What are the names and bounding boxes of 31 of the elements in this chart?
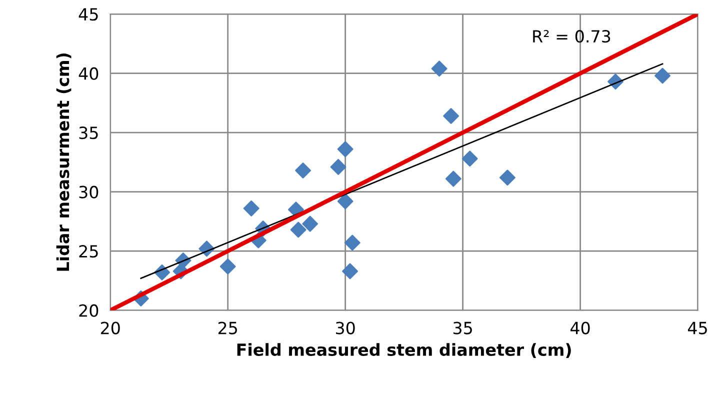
y-tick-label: 20 <box>79 304 98 317</box>
point <box>330 158 346 175</box>
x-axis-title: Field measured stem diameter (cm) <box>237 343 571 358</box>
x-tick-label: 45 <box>688 322 707 334</box>
annotation: R² = 0.73 <box>533 30 610 43</box>
point <box>462 150 478 167</box>
point <box>445 170 462 187</box>
point <box>443 108 460 124</box>
point <box>290 222 306 238</box>
point <box>499 170 516 186</box>
y-tick-label: 30 <box>79 186 98 198</box>
point <box>342 263 358 280</box>
point <box>302 216 318 232</box>
point <box>654 68 670 84</box>
y-tick-label: 25 <box>79 245 98 258</box>
x-tick-label: 35 <box>453 322 472 334</box>
point <box>344 234 360 251</box>
point <box>431 60 448 77</box>
y-tick-label: 40 <box>78 67 98 80</box>
point <box>220 258 236 274</box>
x-tick-label: 30 <box>336 322 355 334</box>
x-tick-label: 40 <box>570 322 590 334</box>
y-tick-label: 35 <box>79 126 98 140</box>
point <box>337 141 354 158</box>
x-tick-label: 25 <box>218 322 237 334</box>
point <box>337 193 354 210</box>
y-axis-title: Lidar measurment (cm) <box>56 54 72 271</box>
y-tick-label: 45 <box>78 8 98 21</box>
x-tick-label: 20 <box>100 322 120 334</box>
point <box>243 200 260 216</box>
point <box>295 162 312 178</box>
